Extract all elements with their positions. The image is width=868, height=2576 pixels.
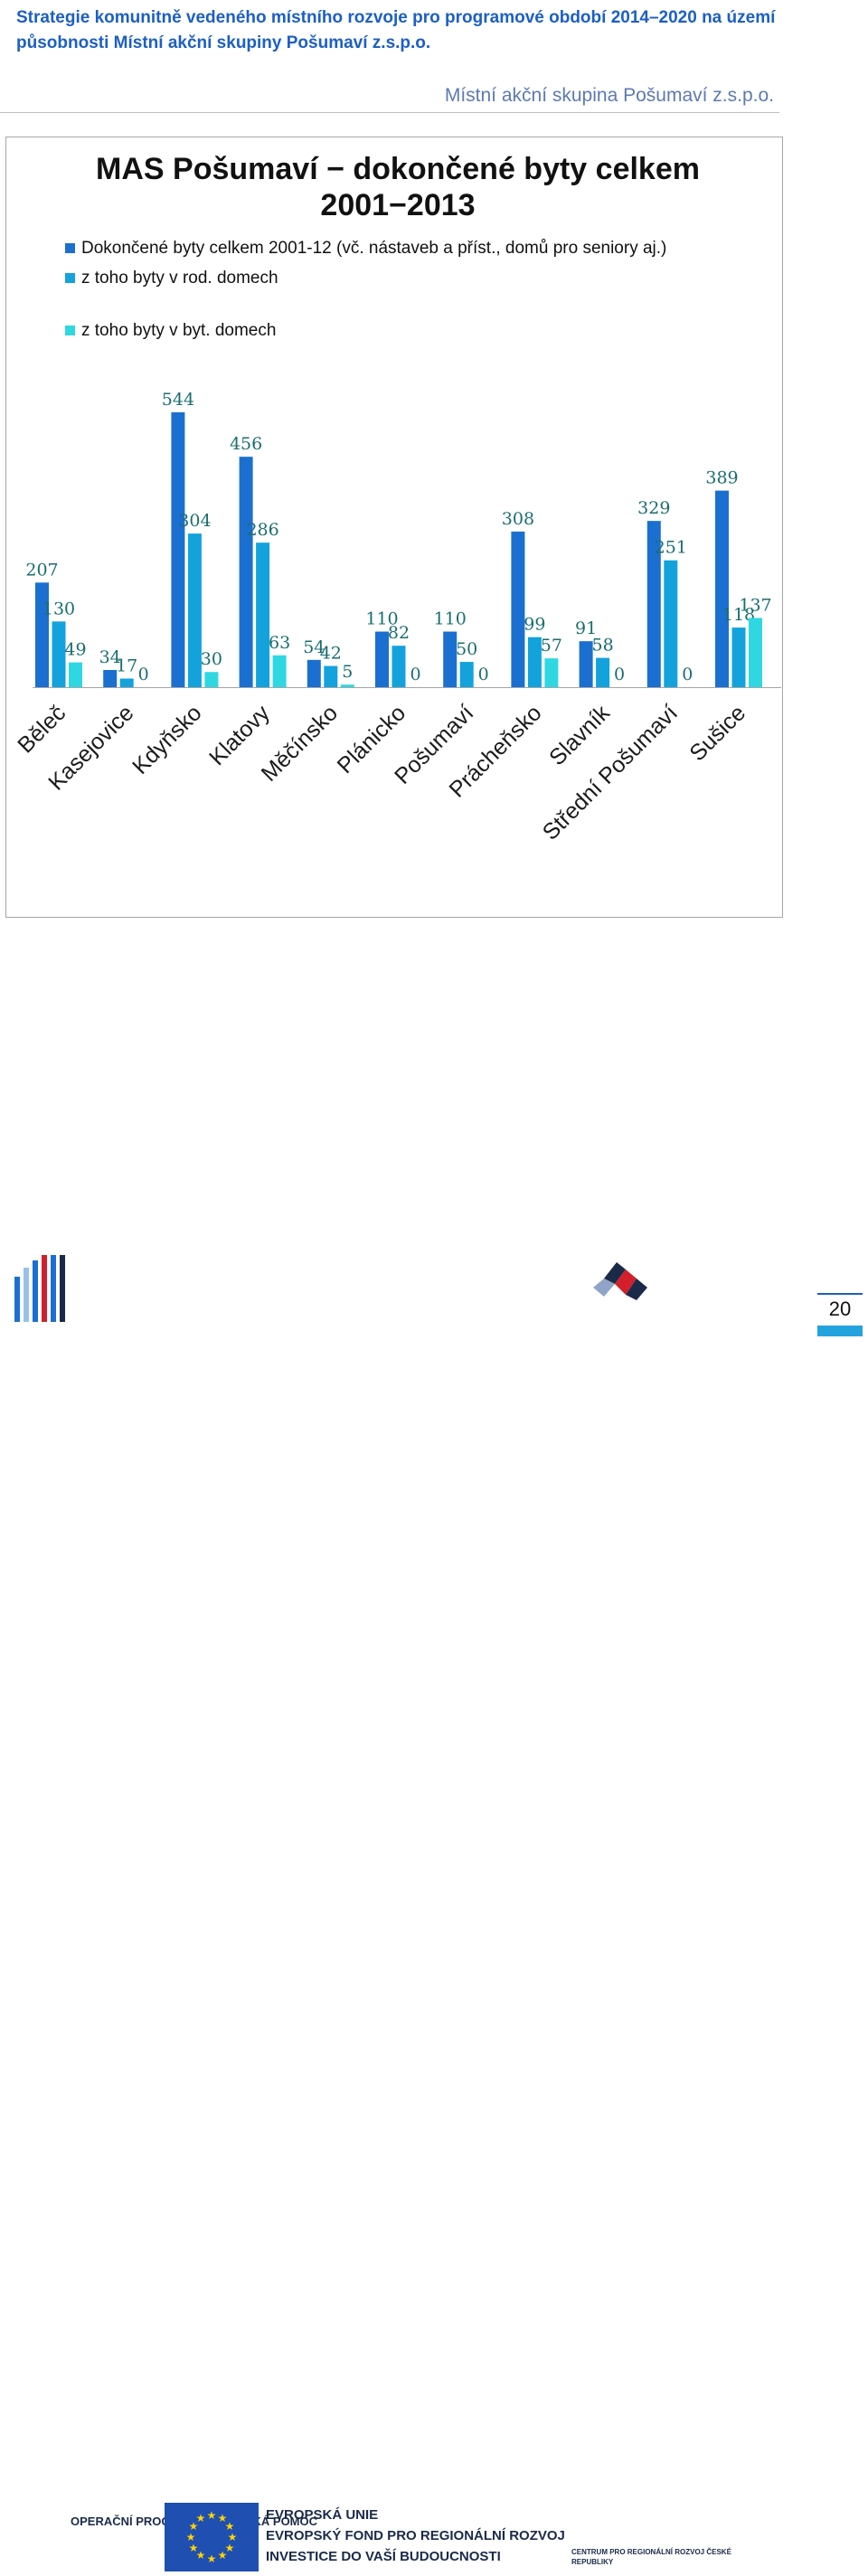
data-label-3-4: 63	[269, 633, 290, 653]
bar-1-2	[103, 670, 118, 687]
svg-text:★: ★	[218, 2549, 228, 2562]
bar-2-5	[324, 665, 338, 687]
data-label-1-2: 34	[99, 647, 121, 667]
data-label-2-5: 42	[320, 644, 342, 664]
bar-2-1	[52, 621, 66, 687]
data-label-1-10: 329	[637, 498, 670, 518]
bar-1-3	[171, 412, 185, 687]
data-label-2-10: 251	[655, 538, 687, 558]
bar-2-11	[731, 627, 746, 687]
data-label-2-2: 17	[116, 656, 137, 676]
organization-name: Místní akční skupina Pošumaví z.s.p.o.	[444, 85, 774, 106]
bar-2-10	[664, 560, 678, 687]
data-label-2-11: 118	[722, 605, 755, 625]
bar-1-7	[443, 631, 458, 687]
category-label-3: Kdyňsko	[127, 700, 207, 779]
bar-1-9	[579, 641, 593, 687]
crr-logo-icon	[593, 1262, 647, 1300]
category-label-1: Běleč	[13, 700, 71, 758]
svg-text:★: ★	[189, 2542, 199, 2554]
data-label-1-1: 207	[25, 560, 58, 580]
chart-legend: Dokončené byty celkem 2001-12 (vč. násta…	[65, 237, 752, 342]
svg-text:★: ★	[207, 2509, 217, 2522]
bar-1-8	[511, 531, 525, 687]
data-label-3-1: 49	[64, 640, 86, 660]
data-label-1-7: 110	[434, 609, 467, 629]
bar-1-5	[307, 659, 321, 687]
data-label-2-6: 82	[388, 623, 410, 643]
data-label-2-1: 130	[42, 599, 75, 618]
legend-item-byt: z toho byty v byt. domech	[65, 319, 752, 342]
document-title: Strategie komunitně vedeného místního ro…	[16, 8, 776, 52]
data-label-1-3: 544	[162, 390, 194, 410]
data-label-3-8: 57	[541, 636, 562, 656]
data-label-2-4: 286	[246, 520, 278, 540]
bar-2-3	[187, 533, 202, 687]
legend-item-total: Dokončené byty celkem 2001-12 (vč. násta…	[65, 237, 752, 259]
legend-item-rod: z toho byty v rod. domech	[65, 267, 752, 289]
legend-swatch-total	[65, 243, 75, 253]
bar-3-11	[749, 618, 762, 687]
svg-text:★: ★	[186, 2531, 196, 2543]
data-label-1-4: 456	[230, 434, 262, 454]
footer-logos: OPERAČNÍ PROGRAM TECHNICKÁ POMOC ★★★ ★★★…	[0, 1248, 868, 2571]
eu-line-3: INVESTICE DO VAŠÍ BUDOUCNOSTI	[266, 2549, 501, 2564]
bar-3-4	[272, 655, 287, 687]
legend-swatch-byt	[65, 326, 75, 335]
bar-3-1	[69, 662, 82, 687]
legend-label-rod: z toho byty v rod. domech	[81, 269, 278, 288]
page-accent-bar	[817, 1326, 863, 1336]
legend-label-byt: z toho byty v byt. domech	[81, 321, 277, 340]
page-number: 20	[817, 1293, 863, 1324]
data-label-1-9: 91	[575, 618, 597, 638]
crr-logo-text: CENTRUM PRO REGIONÁLNÍ ROZVOJ ČESKÉ REPU…	[571, 2548, 731, 2566]
bar-3-3	[204, 672, 219, 687]
data-label-1-6: 110	[365, 609, 398, 629]
category-label-11: Sušice	[684, 700, 750, 766]
bar-3-5	[340, 684, 354, 687]
bar-2-8	[527, 637, 542, 687]
eu-flag-icon: ★ ★ ★ ★ ★ ★ ★ ★ ★ ★ ★ ★	[165, 2503, 259, 2571]
data-label-3-6: 0	[410, 665, 420, 684]
bar-1-6	[375, 631, 389, 687]
chart-frame	[5, 137, 783, 918]
data-label-1-8: 308	[502, 509, 534, 529]
legend-label-total: Dokončené byty celkem 2001-12 (vč. násta…	[81, 239, 667, 258]
bar-2-9	[596, 657, 610, 687]
data-label-2-8: 99	[524, 615, 545, 635]
eu-line-2: EVROPSKÝ FOND PRO REGIONÁLNÍ ROZVOJ	[266, 2528, 565, 2543]
bar-2-6	[392, 646, 406, 687]
data-label-3-5: 5	[342, 662, 353, 682]
data-label-3-9: 0	[614, 665, 625, 684]
bar-1-1	[35, 582, 49, 687]
data-label-1-11: 389	[705, 468, 738, 488]
bar-2-7	[459, 662, 474, 687]
svg-text:★: ★	[207, 2552, 217, 2565]
bar-2-4	[256, 543, 270, 687]
bar-2-2	[119, 678, 134, 687]
data-label-3-3: 30	[201, 649, 222, 669]
eu-text: EVROPSKÁ UNIE EVROPSKÝ FOND PRO REGIONÁL…	[266, 2505, 565, 2567]
bar-1-4	[239, 457, 253, 687]
bar-1-11	[715, 490, 729, 687]
header-divider	[0, 112, 779, 113]
eu-line-1: EVROPSKÁ UNIE	[266, 2507, 379, 2523]
data-label-1-5: 54	[303, 637, 325, 657]
svg-text:★: ★	[196, 2512, 206, 2524]
data-label-3-7: 0	[478, 665, 489, 684]
data-label-2-7: 50	[456, 639, 477, 659]
data-label-2-3: 304	[178, 511, 211, 531]
data-label-3-11: 137	[739, 595, 771, 615]
chart-title: MAS Pošumaví − dokončené byty celkem 200…	[96, 152, 700, 222]
legend-swatch-rod	[65, 273, 75, 283]
op-logo-icon	[14, 1255, 65, 1322]
bar-3-8	[544, 658, 559, 687]
data-label-3-2: 0	[138, 665, 149, 684]
data-label-3-10: 0	[682, 665, 693, 684]
bar-1-10	[646, 521, 661, 687]
data-label-2-9: 58	[592, 636, 614, 656]
